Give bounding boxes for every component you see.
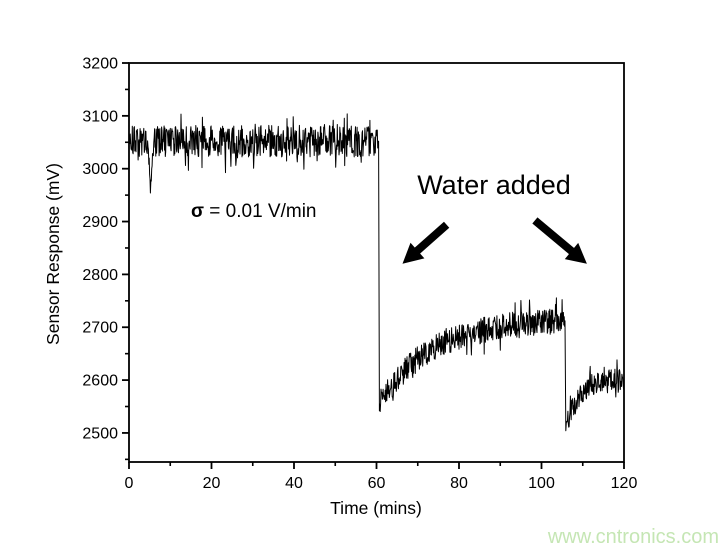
- water-added-arrow-right: [532, 217, 587, 264]
- x-tick-label: 60: [368, 475, 386, 492]
- x-tick-label: 100: [528, 475, 555, 492]
- x-tick-label: 20: [203, 475, 221, 492]
- y-tick-label: 3000: [82, 161, 118, 178]
- y-tick-label: 2800: [82, 267, 118, 284]
- sigma-symbol: σ: [191, 201, 204, 222]
- x-axis-title: Time (mins): [330, 498, 422, 518]
- y-tick-label: 3200: [82, 56, 118, 73]
- water-added-label: Water added: [417, 170, 571, 200]
- sigma-annotation: σ = 0.01 V/min: [191, 201, 316, 223]
- water-added-arrow-left: [402, 221, 450, 264]
- y-tick-label: 2500: [82, 425, 118, 442]
- y-axis-ticks: 2500 2600 2700 2800 2900 3000 3100 3200: [82, 56, 129, 461]
- x-tick-label: 80: [450, 475, 468, 492]
- x-tick-label: 120: [611, 475, 638, 492]
- y-axis-title: Sensor Response (mV): [43, 163, 63, 345]
- plot-frame: [128, 62, 625, 463]
- x-axis-ticks: 0 20 40 60 80 100 120: [125, 462, 638, 492]
- y-tick-label: 3100: [82, 108, 118, 125]
- watermark: www.cntronics.com: [547, 526, 719, 548]
- y-tick-label: 2900: [82, 214, 118, 231]
- sensor-signal-line: [128, 113, 625, 432]
- x-tick-label: 0: [125, 475, 134, 492]
- sigma-text: = 0.01 V/min: [204, 201, 317, 222]
- x-tick-label: 40: [285, 475, 303, 492]
- y-tick-label: 2700: [82, 320, 118, 337]
- y-tick-label: 2600: [82, 373, 118, 390]
